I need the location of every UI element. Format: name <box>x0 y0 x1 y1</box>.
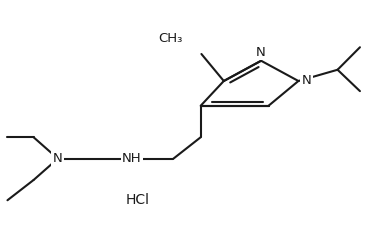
Text: N: N <box>53 152 63 165</box>
Text: N: N <box>256 45 266 58</box>
Text: N: N <box>301 74 311 88</box>
Text: HCl: HCl <box>126 193 150 207</box>
Text: CH₃: CH₃ <box>159 32 183 45</box>
Text: NH: NH <box>122 152 142 165</box>
